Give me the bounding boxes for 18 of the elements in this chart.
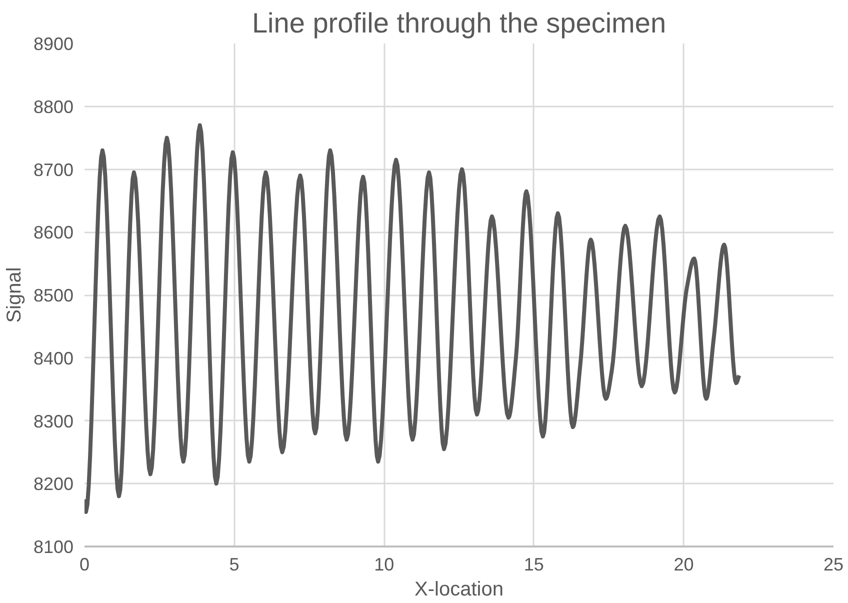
y-tick-label: 8200 — [33, 474, 74, 494]
y-tick-label: 8400 — [33, 348, 74, 368]
y-tick-label: 8900 — [33, 34, 74, 54]
x-tick-label: 15 — [524, 554, 544, 574]
x-tick-label: 20 — [674, 554, 694, 574]
y-tick-label: 8800 — [33, 96, 74, 117]
y-tick-label: 8700 — [33, 160, 74, 180]
y-tick-label: 8500 — [33, 286, 74, 306]
y-tick-label: 8100 — [33, 537, 74, 557]
x-tick-label: 5 — [229, 554, 240, 574]
y-tick-label: 8600 — [33, 222, 74, 243]
x-tick-label: 0 — [79, 554, 90, 574]
chart-title: Line profile through the specimen — [252, 8, 666, 38]
y-axis-title: Signal — [3, 267, 26, 323]
x-tick-label: 25 — [823, 554, 844, 574]
x-tick-label: 10 — [374, 554, 394, 574]
x-axis-title: X-location — [414, 578, 504, 600]
y-tick-label: 8300 — [33, 411, 74, 432]
